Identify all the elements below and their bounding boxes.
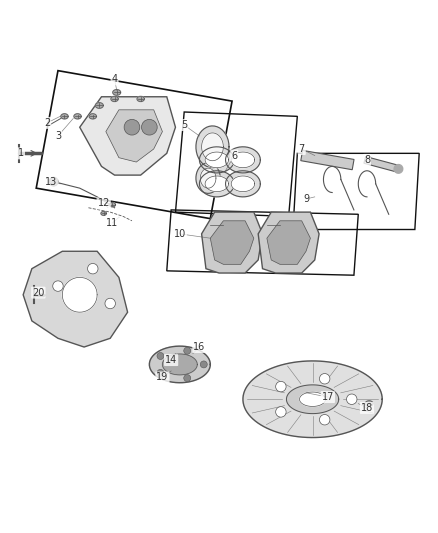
Circle shape (53, 281, 63, 292)
Text: 16: 16 (193, 342, 205, 352)
Polygon shape (205, 176, 229, 192)
Text: 17: 17 (321, 392, 334, 402)
Polygon shape (89, 114, 96, 119)
Text: 18: 18 (361, 403, 373, 413)
Polygon shape (267, 221, 311, 264)
Text: 14: 14 (165, 355, 177, 365)
Circle shape (319, 415, 330, 425)
Polygon shape (111, 96, 118, 102)
Text: 7: 7 (299, 144, 305, 154)
Text: 6: 6 (231, 150, 237, 160)
Text: 5: 5 (181, 120, 187, 130)
Polygon shape (226, 171, 260, 197)
Circle shape (157, 369, 164, 376)
Text: 2: 2 (44, 118, 50, 128)
Polygon shape (231, 152, 254, 168)
Polygon shape (74, 114, 81, 119)
Text: 20: 20 (32, 288, 45, 297)
Polygon shape (113, 90, 121, 95)
Polygon shape (149, 346, 210, 383)
Text: 19: 19 (156, 373, 169, 383)
Polygon shape (106, 110, 162, 162)
Polygon shape (231, 176, 254, 192)
Circle shape (276, 407, 286, 417)
Polygon shape (243, 361, 382, 438)
Polygon shape (62, 277, 97, 312)
Polygon shape (95, 103, 103, 108)
Polygon shape (210, 221, 254, 264)
Circle shape (184, 375, 191, 382)
Polygon shape (101, 212, 106, 215)
Polygon shape (301, 150, 354, 169)
Circle shape (105, 298, 116, 309)
Polygon shape (365, 401, 373, 407)
Polygon shape (394, 165, 403, 173)
Polygon shape (364, 157, 399, 172)
Polygon shape (300, 392, 325, 407)
Polygon shape (201, 133, 223, 161)
Circle shape (157, 352, 164, 359)
Text: 3: 3 (55, 131, 61, 141)
Polygon shape (196, 163, 220, 193)
Polygon shape (199, 171, 234, 197)
Circle shape (124, 119, 140, 135)
Circle shape (276, 381, 286, 392)
Text: 9: 9 (303, 194, 309, 204)
Text: 13: 13 (45, 176, 57, 187)
Text: 11: 11 (106, 218, 119, 228)
Text: 12: 12 (98, 198, 110, 208)
Circle shape (346, 394, 357, 405)
Polygon shape (61, 114, 68, 119)
Text: 1: 1 (18, 148, 24, 158)
Circle shape (200, 361, 207, 368)
Polygon shape (196, 126, 229, 168)
Text: 10: 10 (174, 229, 186, 239)
Circle shape (88, 263, 98, 274)
Text: 8: 8 (364, 155, 370, 165)
Polygon shape (80, 97, 176, 175)
Text: 4: 4 (112, 75, 118, 84)
Polygon shape (226, 147, 260, 173)
Polygon shape (199, 147, 234, 173)
Circle shape (319, 374, 330, 384)
Polygon shape (286, 385, 339, 414)
Polygon shape (200, 168, 216, 188)
Polygon shape (162, 354, 197, 375)
Circle shape (141, 119, 157, 135)
Polygon shape (205, 152, 229, 168)
Polygon shape (137, 96, 144, 102)
Polygon shape (201, 212, 262, 273)
Polygon shape (23, 251, 127, 347)
Polygon shape (258, 212, 319, 273)
Polygon shape (49, 177, 58, 186)
Circle shape (184, 348, 191, 354)
Polygon shape (110, 203, 116, 207)
